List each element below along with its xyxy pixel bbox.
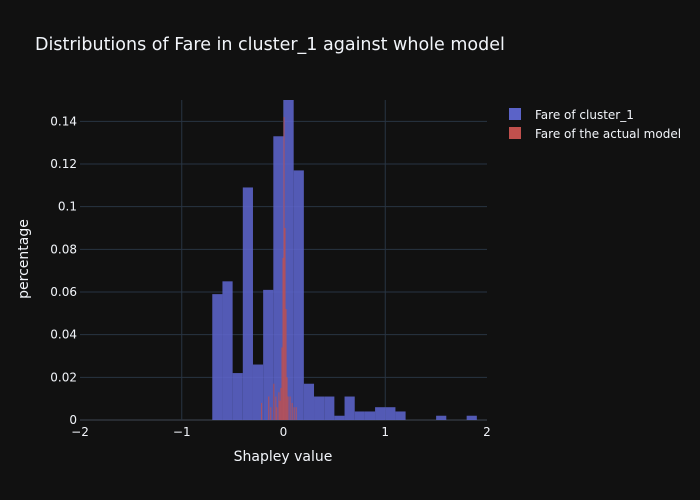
y-tick-label: 0	[69, 413, 77, 427]
y-axis-ticks: 0 0.02 0.04 0.06 0.08 0.1 0.12 0.14	[50, 114, 77, 427]
histogram-bar[interactable]	[385, 407, 396, 420]
histogram-bar[interactable]	[466, 415, 477, 420]
histogram-bar[interactable]	[344, 396, 355, 420]
y-tick-label: 0.08	[50, 242, 77, 256]
histogram-bar[interactable]	[273, 383, 275, 420]
histogram-bar[interactable]	[212, 294, 223, 420]
histogram-bar[interactable]	[252, 364, 264, 420]
histogram-bar[interactable]	[279, 400, 281, 420]
histogram-bar[interactable]	[232, 373, 243, 420]
histogram-bar[interactable]	[280, 388, 282, 420]
histogram-bar[interactable]	[375, 407, 386, 420]
histogram-bar[interactable]	[303, 383, 315, 420]
x-tick-label: 2	[483, 425, 491, 439]
histogram-bar[interactable]	[291, 402, 293, 420]
x-tick-label: 1	[381, 425, 389, 439]
series-fare-of-the-actual-model	[261, 117, 297, 421]
legend-swatch-actual-model	[509, 127, 521, 139]
chart-title: Distributions of Fare in cluster_1 again…	[35, 35, 505, 55]
x-axis-ticks: −2 −1 0 1 2	[71, 425, 491, 439]
histogram-bar[interactable]	[293, 170, 304, 420]
histogram-bar[interactable]	[283, 100, 294, 420]
histogram-bar[interactable]	[278, 392, 280, 420]
y-tick-label: 0.14	[50, 114, 77, 128]
legend-swatch-cluster-1	[509, 108, 521, 120]
histogram-bar[interactable]	[270, 407, 272, 420]
legend: Fare of cluster_1 Fare of the actual mod…	[509, 108, 681, 141]
x-axis-label: Shapley value	[234, 449, 333, 465]
x-tick-label: 0	[280, 425, 288, 439]
histogram-bar[interactable]	[295, 407, 297, 420]
y-tick-label: 0.1	[58, 200, 77, 214]
histogram-bar[interactable]	[283, 117, 285, 421]
histogram-bar[interactable]	[287, 396, 289, 420]
histogram-bar[interactable]	[261, 402, 263, 420]
legend-label-cluster-1: Fare of cluster_1	[535, 108, 634, 122]
histogram-bar[interactable]	[334, 415, 345, 420]
y-axis-label: percentage	[16, 219, 32, 299]
histogram-bar[interactable]	[284, 228, 286, 420]
y-tick-label: 0.12	[50, 157, 77, 171]
y-tick-label: 0.02	[50, 370, 77, 384]
y-tick-label: 0.06	[50, 285, 77, 299]
series-fare-of-cluster-1	[212, 100, 477, 420]
y-tick-label: 0.04	[50, 328, 77, 342]
histogram-bar[interactable]	[395, 411, 406, 420]
x-tick-label: −2	[71, 425, 89, 439]
legend-item-actual-model[interactable]: Fare of the actual model	[509, 127, 681, 141]
histogram-bar[interactable]	[263, 289, 274, 420]
histogram-bar[interactable]	[286, 377, 288, 420]
histogram-bar[interactable]	[324, 396, 335, 420]
x-tick-label: −1	[173, 425, 191, 439]
histogram-bar[interactable]	[281, 347, 283, 420]
histogram-bar[interactable]	[436, 415, 447, 420]
legend-label-actual-model: Fare of the actual model	[535, 127, 681, 141]
histogram-bar[interactable]	[222, 281, 233, 420]
histogram-bar[interactable]	[364, 411, 376, 420]
histogram-bar[interactable]	[354, 411, 365, 420]
legend-item-cluster-1[interactable]: Fare of cluster_1	[509, 108, 634, 122]
histogram-bar[interactable]	[276, 407, 278, 420]
histogram-bar[interactable]	[314, 396, 325, 420]
histogram-bar[interactable]	[268, 396, 270, 420]
histogram-bar[interactable]	[242, 187, 253, 420]
histogram-bar[interactable]	[282, 257, 284, 420]
histogram-bar[interactable]	[273, 136, 284, 420]
histogram-bar[interactable]	[289, 396, 291, 420]
histogram-bar[interactable]	[293, 407, 295, 420]
histogram-bar[interactable]	[285, 309, 287, 420]
histogram-bar[interactable]	[275, 396, 277, 420]
